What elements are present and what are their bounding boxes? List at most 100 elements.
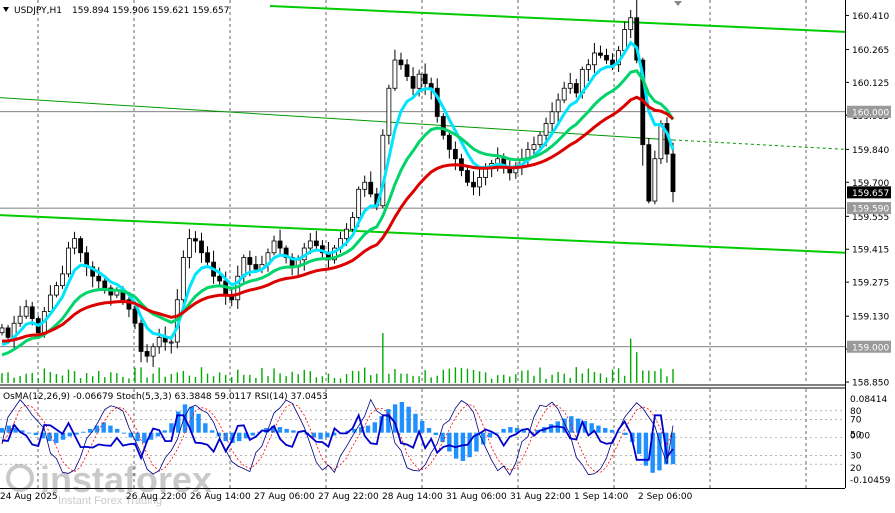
osma-bar xyxy=(60,432,66,440)
osma-bar xyxy=(447,432,452,452)
candle-body xyxy=(592,52,597,66)
candle-body xyxy=(199,240,204,254)
candle-body xyxy=(398,59,404,66)
candle xyxy=(465,165,470,187)
osma-bar xyxy=(311,432,316,438)
candle-body xyxy=(440,116,446,136)
candle xyxy=(126,297,132,318)
ma-slow-line xyxy=(1,95,674,343)
osma-bar xyxy=(616,431,621,433)
candle xyxy=(150,343,156,367)
osma-bar xyxy=(176,411,181,433)
candle xyxy=(471,171,476,196)
osma-bar xyxy=(406,406,411,433)
candle-body xyxy=(465,170,470,183)
osma-bar xyxy=(121,432,127,434)
osma-bar xyxy=(487,432,493,438)
osma-bar xyxy=(270,426,276,433)
osma-bar xyxy=(203,423,208,433)
candle xyxy=(646,137,652,204)
price-tick-label: 159.555 xyxy=(852,213,889,223)
candle xyxy=(186,228,192,269)
candle xyxy=(628,9,634,39)
candle xyxy=(440,113,446,140)
trend-lines xyxy=(0,5,846,254)
candle-body xyxy=(5,327,11,338)
candle-body xyxy=(356,188,362,218)
osma-bar xyxy=(657,432,662,471)
level-price-tag: 160.000 xyxy=(847,105,891,118)
indicator-tick-label: 0.00 xyxy=(850,432,870,442)
osma-bar xyxy=(74,432,79,435)
candle xyxy=(332,244,337,264)
candle xyxy=(132,302,138,330)
trend-line-middle xyxy=(0,97,674,141)
candle xyxy=(410,67,416,96)
symbol-label: USDJPY,H1 xyxy=(14,6,62,16)
candle xyxy=(386,84,392,145)
watermark-brand: instaforex xyxy=(40,459,212,500)
candle-body xyxy=(332,247,337,261)
osma-bar xyxy=(216,432,222,437)
indicator-tick-label: -0.10459 xyxy=(850,476,891,486)
watermark-tagline: Instant Forex Trading xyxy=(58,495,162,507)
indicator-tick-label: 50 xyxy=(850,431,862,441)
candle-body xyxy=(271,240,277,254)
time-axis-label: 24 Aug 2025 xyxy=(0,492,58,502)
candle xyxy=(193,231,198,253)
candle xyxy=(199,232,204,263)
candle-body xyxy=(60,273,65,287)
candle xyxy=(598,45,603,59)
candle-body xyxy=(126,299,132,310)
stoch-signal-line xyxy=(1,403,674,473)
scroll-marker[interactable] xyxy=(674,1,682,6)
current-price-tag-label: 159.657 xyxy=(852,189,889,199)
price-tick-label: 159.840 xyxy=(852,146,889,156)
candle xyxy=(567,72,573,94)
osma-bar xyxy=(26,432,32,434)
candle xyxy=(652,150,658,205)
price-tick-label: 159.275 xyxy=(852,279,889,289)
level-price-tag: 159.590 xyxy=(847,202,891,215)
osma-bar xyxy=(386,409,391,433)
osma-bar xyxy=(514,427,520,433)
candle-body xyxy=(23,306,29,317)
candle xyxy=(205,246,210,266)
candle-body xyxy=(150,346,156,357)
candle-body xyxy=(471,181,476,188)
osma-bar xyxy=(596,425,601,433)
osma-bar xyxy=(128,432,133,438)
osma-bar xyxy=(189,406,194,433)
osma-bar xyxy=(115,428,120,433)
candle xyxy=(573,78,579,98)
time-axis-label: 1 Sep 14:00 xyxy=(574,492,629,502)
osma-bar xyxy=(575,418,581,433)
candle xyxy=(380,129,386,209)
ma-mid-line xyxy=(1,69,675,357)
candle-body xyxy=(604,54,609,61)
candle xyxy=(585,59,591,81)
indicator-tick-label: 20 xyxy=(850,464,862,474)
osma-bar xyxy=(636,432,642,454)
symbol-dropdown-arrow[interactable] xyxy=(3,7,9,12)
candle-body xyxy=(537,134,543,146)
ohlc-values: 159.894 159.906 159.621 159.657 xyxy=(72,6,229,16)
osma-bar xyxy=(237,432,242,442)
candle xyxy=(555,93,561,123)
osma-bar xyxy=(284,428,289,433)
candle xyxy=(549,102,555,135)
candle-body xyxy=(368,181,374,195)
osma-bar xyxy=(359,427,364,433)
osma-bar xyxy=(250,432,255,436)
time-axis-label: 28 Aug 14:00 xyxy=(382,492,443,502)
osma-bar xyxy=(291,430,296,433)
candle-body xyxy=(446,134,452,150)
candle-body xyxy=(96,275,102,282)
osma-bar xyxy=(40,432,45,439)
osma-bar xyxy=(0,427,5,433)
candle-body xyxy=(17,315,23,324)
candle-body xyxy=(138,322,144,352)
candle-body xyxy=(477,177,482,188)
candle-body xyxy=(416,73,422,89)
level-price-tag-label: 160.000 xyxy=(852,108,889,118)
